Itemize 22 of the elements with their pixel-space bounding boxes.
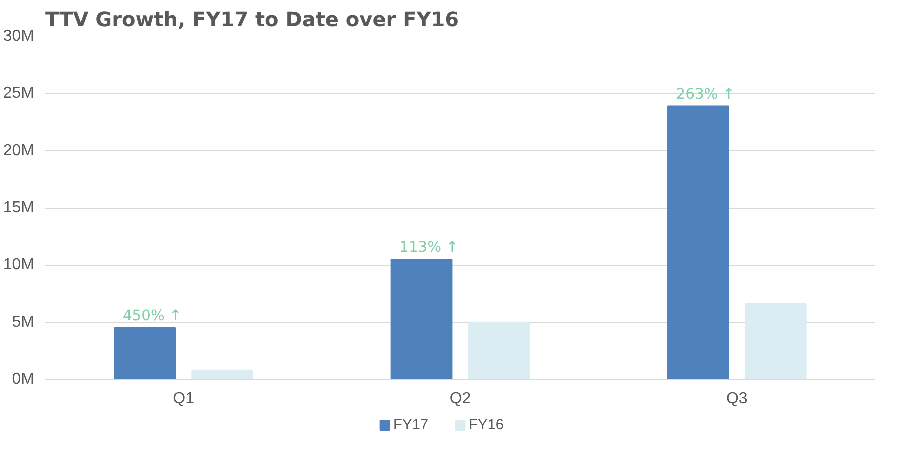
x-tick-label: Q2 — [450, 390, 472, 408]
y-tick-label: 10M — [3, 256, 34, 274]
bar — [468, 322, 530, 380]
x-tick-label: Q3 — [726, 390, 748, 408]
bar — [390, 258, 453, 380]
legend-label: FY17 — [394, 418, 429, 434]
y-tick-label: 15M — [3, 200, 34, 216]
annotation: 263% ↑ — [676, 86, 736, 103]
bar — [192, 370, 254, 380]
y-tick-label: 30M — [3, 28, 34, 45]
y-tick-label: 0M — [12, 371, 35, 388]
chart-title: TTV Growth, FY17 to Date over FY16 — [46, 8, 460, 32]
annotation: 450% ↑ — [122, 308, 182, 325]
bar — [114, 328, 176, 380]
legend-label: FY16 — [468, 418, 504, 434]
x-tick-label: Q1 — [173, 390, 195, 408]
bar — [744, 304, 807, 380]
annotation: 113% ↑ — [400, 239, 458, 256]
y-tick-label: 20M — [3, 142, 34, 160]
bar — [668, 106, 730, 380]
y-tick-label: 25M — [3, 85, 34, 102]
y-tick-label: 5M — [12, 314, 35, 331]
